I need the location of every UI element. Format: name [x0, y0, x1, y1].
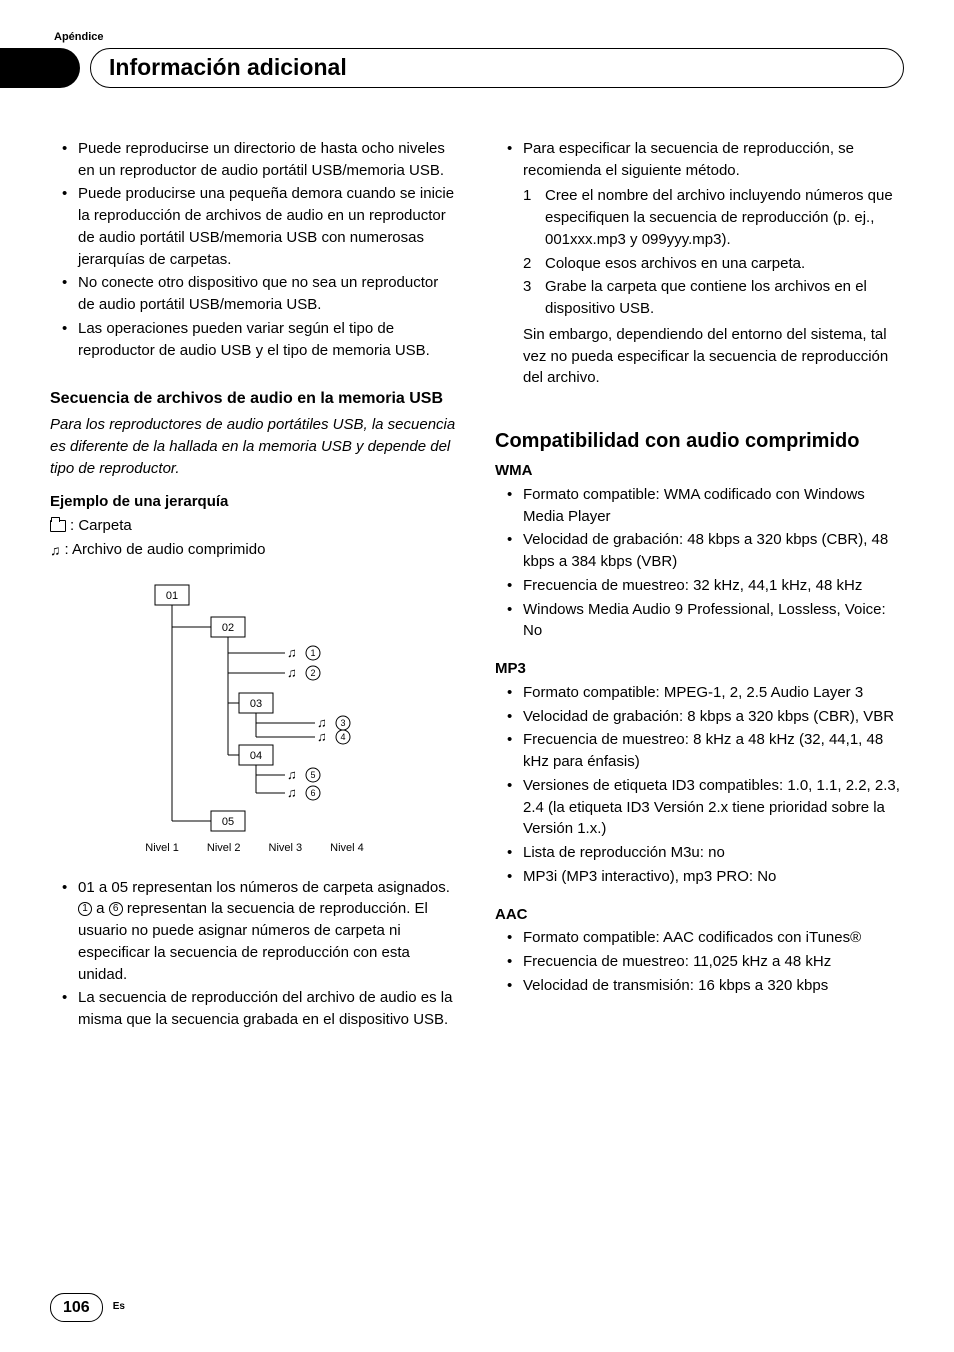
svg-text:♫: ♫	[317, 729, 327, 744]
section-heading-sequence: Secuencia de archivos de audio en la mem…	[50, 389, 459, 410]
left-column: Puede reproducirse un directorio de hast…	[50, 138, 459, 1033]
list-item: Puede producirse una pequeña demora cuan…	[50, 183, 459, 270]
level-label: Nivel 4	[330, 841, 364, 857]
legend-folder: : Carpeta	[50, 515, 459, 537]
list-item: Para especificar la secuencia de reprodu…	[495, 138, 904, 389]
list-item: Formato compatible: AAC codificados con …	[495, 927, 904, 949]
list-item: Puede reproducirse un directorio de hast…	[50, 138, 459, 182]
legend-audio: ♫ : Archivo de audio comprimido	[50, 539, 459, 561]
appendix-label: Apéndice	[54, 30, 904, 46]
compat-heading: Compatibilidad con audio comprimido	[495, 429, 904, 454]
list-item: Frecuencia de muestreo: 8 kHz a 48 kHz (…	[495, 729, 904, 773]
svg-text:1: 1	[310, 648, 315, 658]
list-item: Velocidad de transmisión: 16 kbps a 320 …	[495, 975, 904, 997]
circled-one-icon: 1	[78, 902, 92, 916]
step-item: 2Coloque esos archivos en una carpeta.	[523, 253, 904, 275]
list-item: Frecuencia de muestreo: 32 kHz, 44,1 kHz…	[495, 575, 904, 597]
language-label: Es	[113, 1300, 125, 1315]
step-item: 1Cree el nombre del archivo incluyendo n…	[523, 185, 904, 250]
list-item: No conecte otro dispositivo que no sea u…	[50, 272, 459, 316]
list-item: Formato compatible: MPEG-1, 2, 2.5 Audio…	[495, 682, 904, 704]
page-number: 106	[50, 1293, 103, 1322]
list-item: Lista de reproducción M3u: no	[495, 842, 904, 864]
circled-six-icon: 6	[109, 902, 123, 916]
folder-icon	[50, 520, 66, 532]
list-item: Las operaciones pueden variar según el t…	[50, 318, 459, 362]
text: Para especificar la secuencia de reprodu…	[523, 140, 854, 179]
text: 01 a 05 representan los números de carpe…	[78, 879, 450, 896]
hierarchy-heading: Ejemplo de una jerarquía	[50, 491, 459, 513]
page-footer: 106 Es	[50, 1293, 125, 1322]
mp3-heading: MP3	[495, 658, 904, 680]
text: Coloque esos archivos en una carpeta.	[545, 255, 805, 272]
header-tab	[0, 48, 80, 88]
header-bar: Información adicional	[50, 48, 904, 88]
level-label: Nivel 1	[145, 841, 179, 857]
list-item: Versiones de etiqueta ID3 compatibles: 1…	[495, 775, 904, 840]
list-item: Frecuencia de muestreo: 11,025 kHz a 48 …	[495, 951, 904, 973]
svg-text:2: 2	[310, 668, 315, 678]
svg-text:♫: ♫	[287, 645, 297, 660]
svg-text:♫: ♫	[287, 785, 297, 800]
hierarchy-svg: 01 02 03 04 05	[125, 575, 385, 835]
aac-list: Formato compatible: AAC codificados con …	[495, 927, 904, 996]
step-item: 3Grabe la carpeta que contiene los archi…	[523, 276, 904, 320]
mp3-list: Formato compatible: MPEG-1, 2, 2.5 Audio…	[495, 682, 904, 888]
legend-audio-text: : Archivo de audio comprimido	[65, 539, 266, 561]
spec-tail: Sin embargo, dependiendo del entorno del…	[523, 324, 904, 389]
legend-folder-text: : Carpeta	[70, 515, 132, 537]
right-column: Para especificar la secuencia de reprodu…	[495, 138, 904, 1033]
text: Grabe la carpeta que contiene los archiv…	[545, 278, 867, 317]
hierarchy-levels: Nivel 1 Nivel 2 Nivel 3 Nivel 4	[145, 841, 364, 857]
section-intro: Para los reproductores de audio portátil…	[50, 414, 459, 479]
list-item: Windows Media Audio 9 Professional, Loss…	[495, 599, 904, 643]
list-item: Velocidad de grabación: 8 kbps a 320 kbp…	[495, 706, 904, 728]
hierarchy-diagram: 01 02 03 04 05	[50, 575, 459, 857]
svg-text:02: 02	[221, 622, 233, 634]
text: Cree el nombre del archivo incluyendo nú…	[545, 187, 893, 248]
list-item: 01 a 05 representan los números de carpe…	[50, 877, 459, 986]
music-note-icon: ♫	[50, 543, 61, 557]
wma-list: Formato compatible: WMA codificado con W…	[495, 484, 904, 642]
svg-text:♫: ♫	[287, 767, 297, 782]
list-item: La secuencia de reproducción del archivo…	[50, 987, 459, 1031]
intro-list: Puede reproducirse un directorio de hast…	[50, 138, 459, 362]
level-label: Nivel 2	[207, 841, 241, 857]
svg-text:5: 5	[310, 770, 315, 780]
svg-text:3: 3	[340, 718, 345, 728]
svg-text:03: 03	[249, 698, 261, 710]
text: representan la secuencia de reproducción…	[78, 900, 428, 982]
title-pill: Información adicional	[90, 48, 904, 88]
list-item: MP3i (MP3 interactivo), mp3 PRO: No	[495, 866, 904, 888]
wma-heading: WMA	[495, 460, 904, 482]
level-label: Nivel 3	[269, 841, 303, 857]
svg-text:4: 4	[340, 732, 345, 742]
text: a	[92, 900, 109, 917]
spec-steps: 1Cree el nombre del archivo incluyendo n…	[523, 185, 904, 320]
list-item: Formato compatible: WMA codificado con W…	[495, 484, 904, 528]
list-item: Velocidad de grabación: 48 kbps a 320 kb…	[495, 529, 904, 573]
svg-text:♫: ♫	[287, 665, 297, 680]
svg-text:6: 6	[310, 788, 315, 798]
post-hierarchy-list: 01 a 05 representan los números de carpe…	[50, 877, 459, 1031]
aac-heading: AAC	[495, 904, 904, 926]
svg-text:05: 05	[221, 816, 233, 828]
svg-text:♫: ♫	[317, 715, 327, 730]
spec-list: Para especificar la secuencia de reprodu…	[495, 138, 904, 389]
page-title: Información adicional	[109, 51, 347, 84]
svg-text:01: 01	[165, 590, 177, 602]
svg-text:04: 04	[249, 750, 261, 762]
